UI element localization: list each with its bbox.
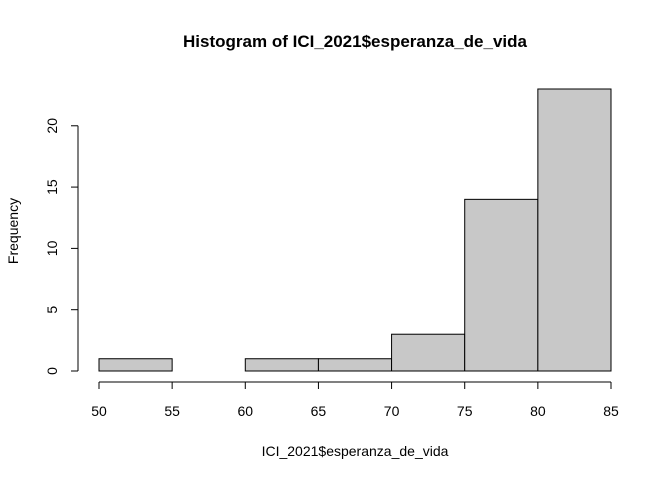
x-tick-label: 75 [457, 403, 473, 419]
x-tick-label: 70 [384, 403, 400, 419]
histogram-bar [98, 358, 173, 372]
x-tick-label: 60 [237, 403, 253, 419]
y-tick-label: 20 [44, 118, 60, 134]
y-axis-label: Frequency [5, 198, 21, 264]
chart-title: Histogram of ICI_2021$esperanza_de_vida [183, 32, 527, 51]
y-axis: 0 5 10 15 20 [44, 118, 79, 375]
x-axis: 50 55 60 65 70 75 80 85 [91, 381, 619, 419]
histogram-bar [317, 358, 393, 372]
y-tick-label: 0 [44, 367, 60, 375]
x-tick-label: 80 [530, 403, 546, 419]
x-tick-label: 55 [164, 403, 180, 419]
histogram-bar [391, 333, 466, 372]
x-tick-label: 50 [91, 403, 107, 419]
x-tick-label: 65 [311, 403, 327, 419]
x-tick-label: 85 [603, 403, 619, 419]
y-tick-label: 15 [44, 179, 60, 195]
y-tick-label: 10 [44, 240, 60, 256]
bars-group [98, 88, 612, 372]
histogram-bar [537, 88, 612, 372]
histogram-bar [464, 198, 539, 372]
x-axis-label: ICI_2021$esperanza_de_vida [262, 443, 449, 459]
histogram-bar [244, 358, 319, 372]
y-tick-label: 5 [44, 306, 60, 314]
